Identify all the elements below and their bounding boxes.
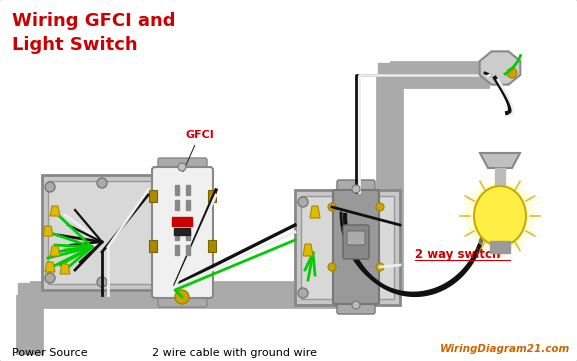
Polygon shape: [43, 226, 53, 236]
FancyBboxPatch shape: [152, 167, 213, 298]
Circle shape: [298, 288, 308, 298]
FancyBboxPatch shape: [347, 231, 365, 245]
Polygon shape: [479, 51, 520, 84]
Bar: [175, 230, 179, 240]
Circle shape: [178, 163, 186, 171]
Text: Power Source: Power Source: [12, 348, 88, 358]
Polygon shape: [45, 262, 55, 272]
Circle shape: [178, 294, 186, 302]
Polygon shape: [480, 153, 520, 168]
Text: GFCI: GFCI: [183, 130, 213, 171]
Text: 2 wire cable with ground wire: 2 wire cable with ground wire: [152, 348, 317, 358]
Circle shape: [466, 182, 534, 250]
FancyBboxPatch shape: [295, 190, 400, 305]
Bar: [149, 240, 157, 252]
Bar: [149, 190, 157, 202]
Bar: [186, 230, 190, 240]
Bar: [175, 245, 179, 255]
Polygon shape: [50, 246, 60, 256]
Polygon shape: [50, 206, 60, 216]
Circle shape: [298, 197, 308, 207]
Text: Wiring GFCI and
Light Switch: Wiring GFCI and Light Switch: [12, 12, 175, 53]
Circle shape: [45, 182, 55, 192]
Circle shape: [328, 263, 336, 271]
Bar: [174, 228, 190, 235]
FancyBboxPatch shape: [337, 180, 375, 198]
FancyBboxPatch shape: [42, 175, 162, 290]
Text: WiringDiagram21.com: WiringDiagram21.com: [440, 344, 570, 354]
Polygon shape: [60, 264, 70, 274]
FancyBboxPatch shape: [337, 296, 375, 314]
Circle shape: [352, 301, 360, 309]
Polygon shape: [303, 244, 313, 256]
FancyBboxPatch shape: [158, 289, 207, 307]
Ellipse shape: [474, 186, 526, 246]
Bar: [186, 200, 190, 210]
Bar: [175, 200, 179, 210]
Bar: [208, 240, 216, 252]
Bar: [186, 245, 190, 255]
FancyBboxPatch shape: [333, 190, 379, 304]
Circle shape: [352, 185, 360, 193]
Circle shape: [175, 290, 189, 304]
FancyBboxPatch shape: [48, 181, 156, 284]
Circle shape: [376, 263, 384, 271]
Circle shape: [328, 203, 336, 211]
FancyBboxPatch shape: [301, 196, 394, 299]
Circle shape: [376, 203, 384, 211]
FancyBboxPatch shape: [158, 158, 207, 176]
FancyBboxPatch shape: [343, 225, 369, 259]
Bar: [172, 217, 192, 226]
Bar: [186, 185, 190, 195]
Bar: [175, 185, 179, 195]
Text: 2 way switch: 2 way switch: [415, 248, 500, 261]
Circle shape: [507, 68, 517, 78]
Bar: [378, 63, 402, 87]
Bar: [490, 241, 510, 253]
Bar: [18, 283, 42, 307]
Circle shape: [97, 277, 107, 287]
Circle shape: [97, 178, 107, 188]
Polygon shape: [310, 206, 320, 218]
Bar: [495, 168, 505, 188]
Bar: [208, 190, 216, 202]
Circle shape: [45, 273, 55, 283]
